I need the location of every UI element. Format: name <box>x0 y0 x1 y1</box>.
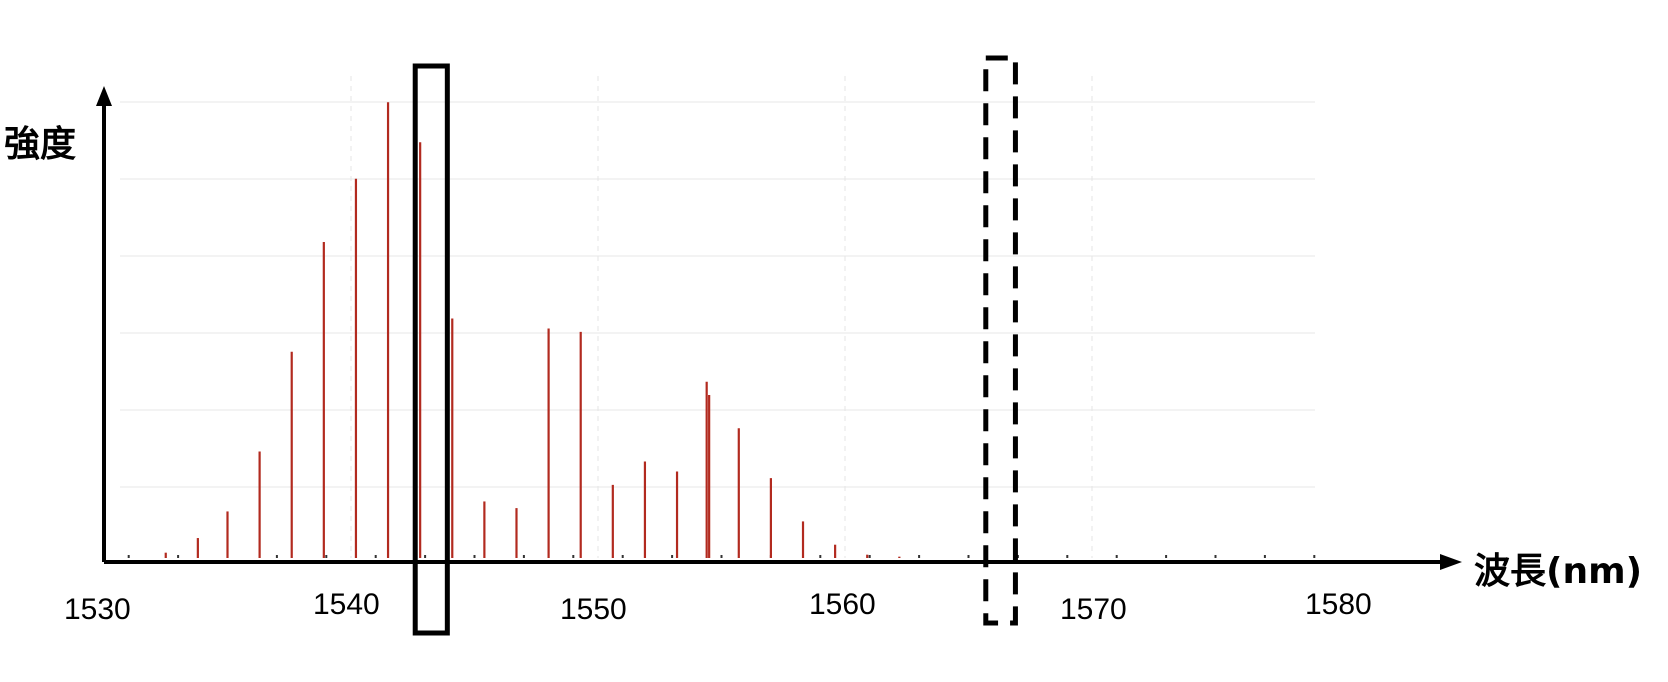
minor-tick <box>1313 555 1316 558</box>
minor-tick <box>868 555 871 558</box>
x-axis-title: 波長(nm) <box>1474 551 1642 592</box>
minor-tick <box>127 555 130 558</box>
x-tick-label: 1540 <box>313 588 380 621</box>
x-tick-labels: 1530 1540 1550 1560 1570 1580 <box>64 588 1372 626</box>
minor-tick <box>1214 555 1217 558</box>
minor-tick <box>1115 555 1118 558</box>
minor-tick <box>918 555 921 558</box>
dashed-highlight-box <box>983 55 1018 626</box>
y-axis-title: 強度 <box>4 124 76 165</box>
minor-tick <box>424 555 427 558</box>
minor-tick <box>1165 555 1168 558</box>
x-tick-label: 1580 <box>1305 588 1372 621</box>
x-tick-label: 1550 <box>560 593 627 626</box>
minor-tick <box>522 555 525 558</box>
x-axis-arrow-icon <box>1440 554 1462 570</box>
grid <box>120 76 1315 558</box>
minor-tick <box>325 555 328 558</box>
minor-tick <box>473 555 476 558</box>
x-tick-label: 1530 <box>64 593 131 626</box>
minor-tick <box>1066 555 1069 558</box>
y-axis-arrow-icon <box>96 86 112 106</box>
highlight-box <box>412 63 450 636</box>
annotations <box>412 55 1018 636</box>
minor-tick <box>177 555 180 558</box>
minor-tick <box>374 555 377 558</box>
peaks <box>164 102 901 558</box>
minor-tick <box>671 555 674 558</box>
x-tick-label: 1570 <box>1060 593 1127 626</box>
x-tick-label: 1560 <box>809 588 876 621</box>
minor-tick <box>967 555 970 558</box>
minor-tick <box>720 555 723 558</box>
minor-tick <box>819 555 822 558</box>
minor-tick <box>1263 555 1266 558</box>
minor-tick <box>275 555 278 558</box>
minor-ticks <box>127 555 1316 558</box>
minor-tick <box>572 555 575 558</box>
minor-tick <box>621 555 624 558</box>
